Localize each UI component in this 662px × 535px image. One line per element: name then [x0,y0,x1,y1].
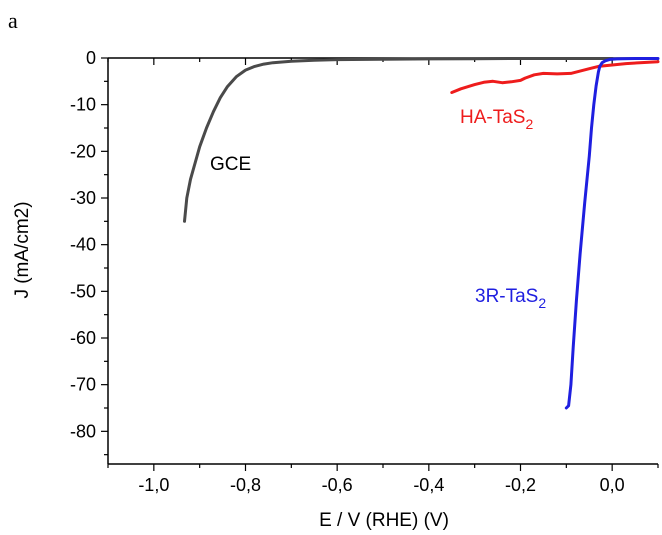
y-tick-label: -50 [70,281,96,301]
panel-label: a [8,8,18,33]
axes-frame [107,57,658,465]
x-axis: -1,0 -0,8 -0,6 -0,4 -0,2 0,0 [107,58,659,495]
x-tick-label: -0,8 [230,475,261,495]
series-line [183,57,614,223]
y-axis: 0 -10 -20 -30 -40 -50 -60 -70 -80 [70,48,108,456]
y-tick-label: -30 [70,188,96,208]
y-axis-label: J (mA/cm2) [12,201,33,298]
x-tick-label: -1,0 [138,475,169,495]
series-label: HA-TaS2 [460,107,533,132]
series-label: 3R-TaS2 [475,286,546,311]
y-tick-label: -80 [70,421,96,441]
series-line [450,60,660,94]
series-label: GCE [210,154,251,175]
series-line [564,57,660,410]
y-tick-label: 0 [86,48,96,68]
y-tick-label: -20 [70,141,96,161]
y-tick-label: -70 [70,375,96,395]
x-tick-label: 0,0 [600,475,625,495]
x-axis-label: E / V (RHE) (V) [319,510,449,531]
plot-area: GCE HA-TaS2 3R-TaS2 [183,57,660,410]
x-tick-label: -0,2 [505,475,536,495]
y-tick-label: -40 [70,235,96,255]
x-tick-label: -0,6 [322,475,353,495]
y-tick-label: -10 [70,95,96,115]
y-tick-label: -60 [70,328,96,348]
x-tick-label: -0,4 [413,475,444,495]
